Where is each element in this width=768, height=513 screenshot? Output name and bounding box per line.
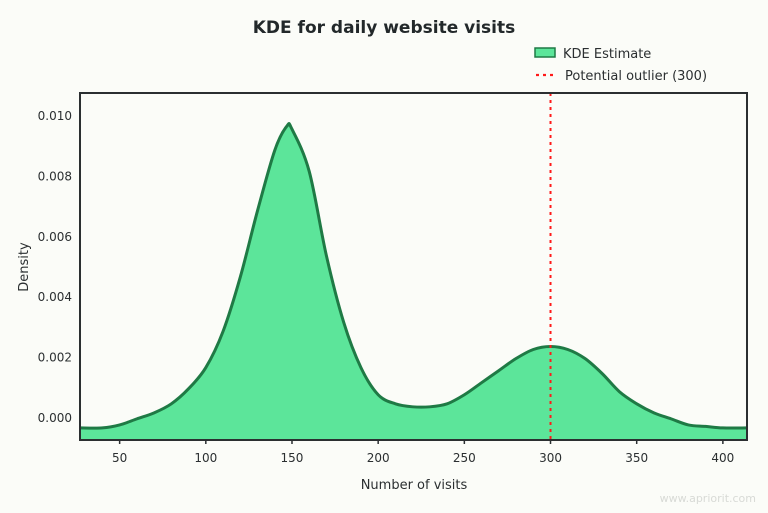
legend: KDE Estimate Potential outlier (300) bbox=[534, 47, 707, 84]
x-tick-label: 150 bbox=[281, 451, 304, 465]
y-axis-label: Density bbox=[17, 242, 32, 292]
watermark: www.apriorit.com bbox=[659, 492, 756, 505]
y-tick-label: 0.002 bbox=[38, 351, 72, 365]
chart-title: KDE for daily website visits bbox=[252, 18, 516, 38]
kde-line bbox=[79, 122, 748, 430]
y-tick-label: 0.004 bbox=[38, 290, 72, 304]
legend-label-outlier: Potential outlier (300) bbox=[565, 69, 707, 84]
x-tick-label: 300 bbox=[539, 451, 562, 465]
plot-area: 50 100 150 200 250 300 350 400 0.000 0.002 0.004 0.… bbox=[38, 92, 748, 465]
plot-frame bbox=[79, 92, 748, 441]
kde-fill bbox=[80, 123, 747, 440]
y-tick-label: 0.010 bbox=[38, 109, 72, 123]
x-tick-label: 100 bbox=[194, 451, 217, 465]
x-tick-label: 350 bbox=[625, 451, 648, 465]
x-tick-label: 250 bbox=[453, 451, 476, 465]
x-axis-label: Number of visits bbox=[361, 478, 468, 493]
x-tick-label: 50 bbox=[112, 451, 127, 465]
legend-swatch-kde bbox=[534, 47, 556, 58]
legend-label-kde: KDE Estimate bbox=[563, 47, 651, 62]
y-tick-label: 0.000 bbox=[38, 411, 72, 425]
x-tick-label: 200 bbox=[367, 451, 390, 465]
y-tick-label: 0.006 bbox=[38, 230, 72, 244]
x-tick-label: 400 bbox=[711, 451, 734, 465]
y-tick-label: 0.008 bbox=[38, 170, 72, 184]
